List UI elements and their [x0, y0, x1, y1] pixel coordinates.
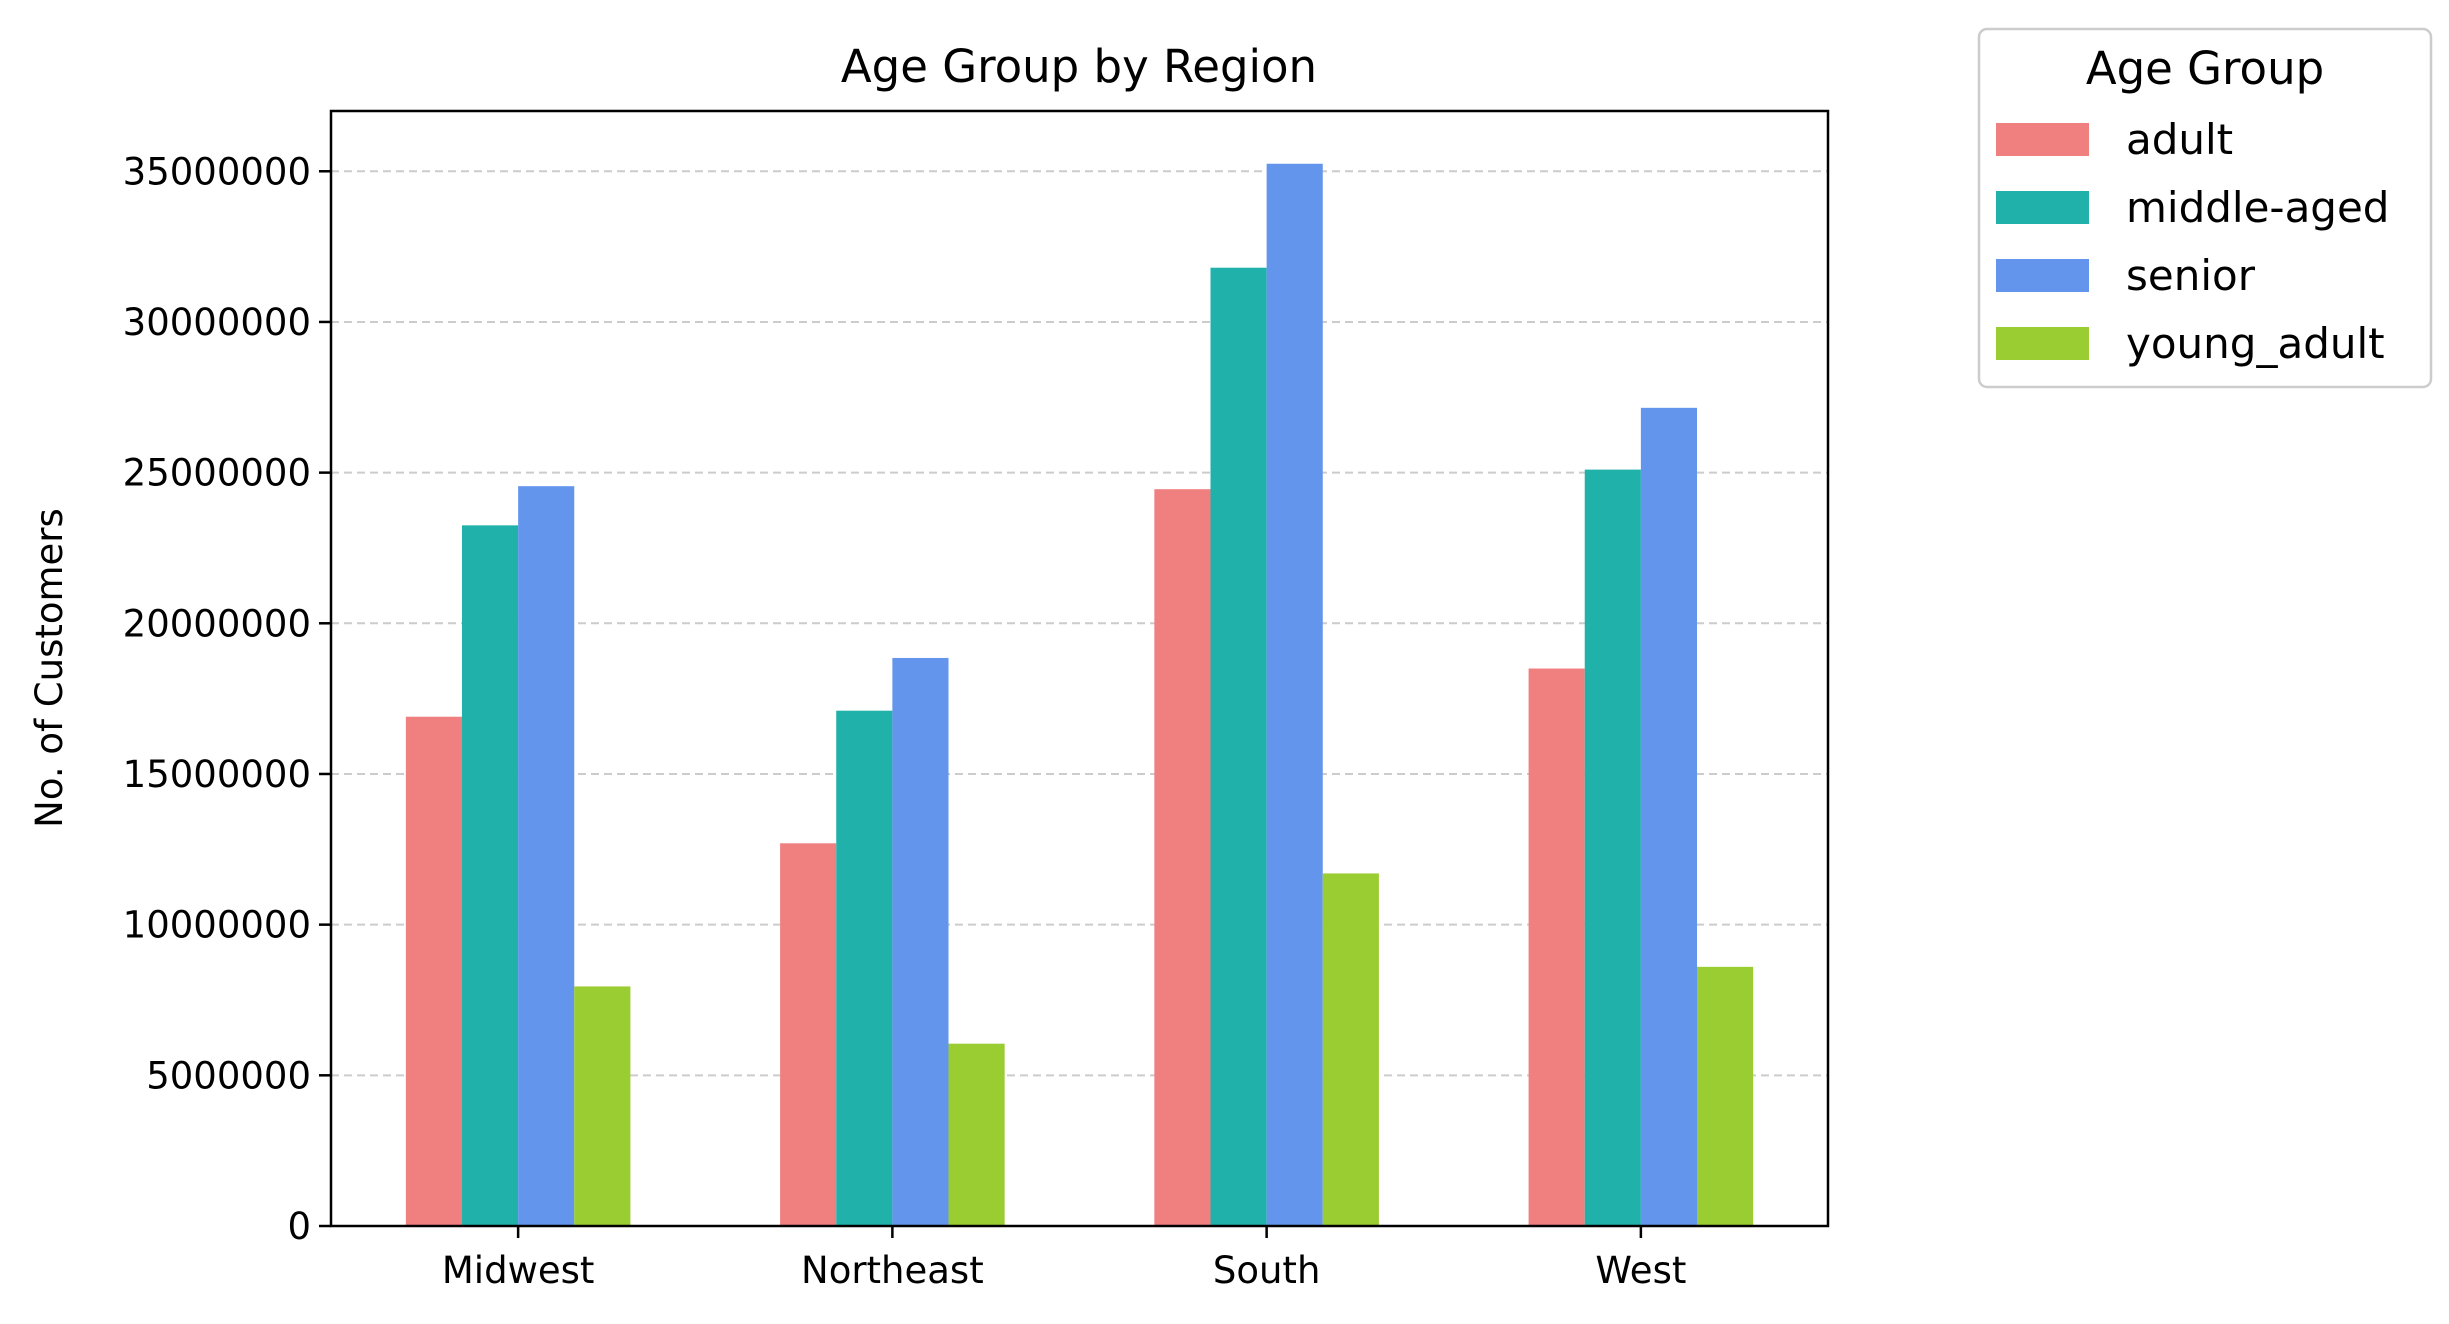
bar-senior-midwest: [518, 486, 575, 1226]
x-tick-label: Midwest: [442, 1249, 595, 1292]
bar-adult-midwest: [405, 716, 462, 1226]
bar-young_adult-south: [1322, 873, 1379, 1226]
legend-label-adult: adult: [2126, 115, 2233, 164]
bar-adult-west: [1528, 668, 1585, 1226]
bars: [405, 163, 1754, 1227]
plot-frame: [329, 109, 1830, 1228]
y-tick-label: 15000000: [123, 753, 311, 796]
bar-middle-aged-west: [1584, 469, 1641, 1226]
x-axis: Midwest Northeast South West: [442, 1226, 1686, 1292]
legend-label-senior: senior: [2126, 251, 2256, 300]
x-tick-label: West: [1595, 1249, 1686, 1292]
legend-swatch-senior: [1996, 259, 2089, 292]
bar-young_adult-northeast: [948, 1043, 1005, 1226]
x-tick-label: Northeast: [801, 1249, 984, 1292]
x-tick-label: South: [1213, 1249, 1321, 1292]
legend-label-middle-aged: middle-aged: [2126, 183, 2389, 232]
bar-young_adult-west: [1697, 966, 1754, 1226]
y-tick-label: 30000000: [123, 301, 311, 344]
y-axis-label: No. of Customers: [28, 508, 71, 828]
y-tick-label: 5000000: [146, 1054, 311, 1097]
y-tick-label: 35000000: [123, 150, 311, 193]
y-tick-label: 10000000: [123, 904, 311, 947]
legend-swatch-young_adult: [1996, 327, 2089, 360]
legend-items: adult middle-aged senior young_adult: [1996, 115, 2389, 368]
bar-senior-south: [1266, 163, 1323, 1227]
bar-middle-aged-south: [1210, 267, 1267, 1226]
y-tick-label: 25000000: [123, 452, 311, 495]
legend-swatch-middle-aged: [1996, 191, 2089, 224]
legend-label-young_adult: young_adult: [2126, 319, 2385, 368]
legend-frame: [1977, 27, 2433, 389]
bar-adult-south: [1154, 489, 1211, 1227]
bar-middle-aged-northeast: [836, 710, 893, 1226]
bar-young_adult-midwest: [574, 986, 631, 1226]
y-axis: 0 5000000 10000000 15000000 20000000 25000000…: [123, 150, 331, 1248]
bar-senior-west: [1640, 407, 1698, 1227]
grid-lines: [331, 170, 1828, 1077]
y-tick-label: 20000000: [123, 602, 311, 645]
chart-title: Age Group by Region: [841, 40, 1317, 93]
y-tick-label: 0: [287, 1205, 311, 1248]
bar-senior-northeast: [892, 657, 949, 1226]
legend-swatch-adult: [1996, 123, 2089, 156]
bar-adult-northeast: [780, 843, 837, 1226]
legend-title: Age Group: [2086, 42, 2324, 95]
legend: Age Group adult middle-aged senior young_ad…: [1977, 27, 2433, 389]
bar-middle-aged-midwest: [461, 525, 519, 1226]
